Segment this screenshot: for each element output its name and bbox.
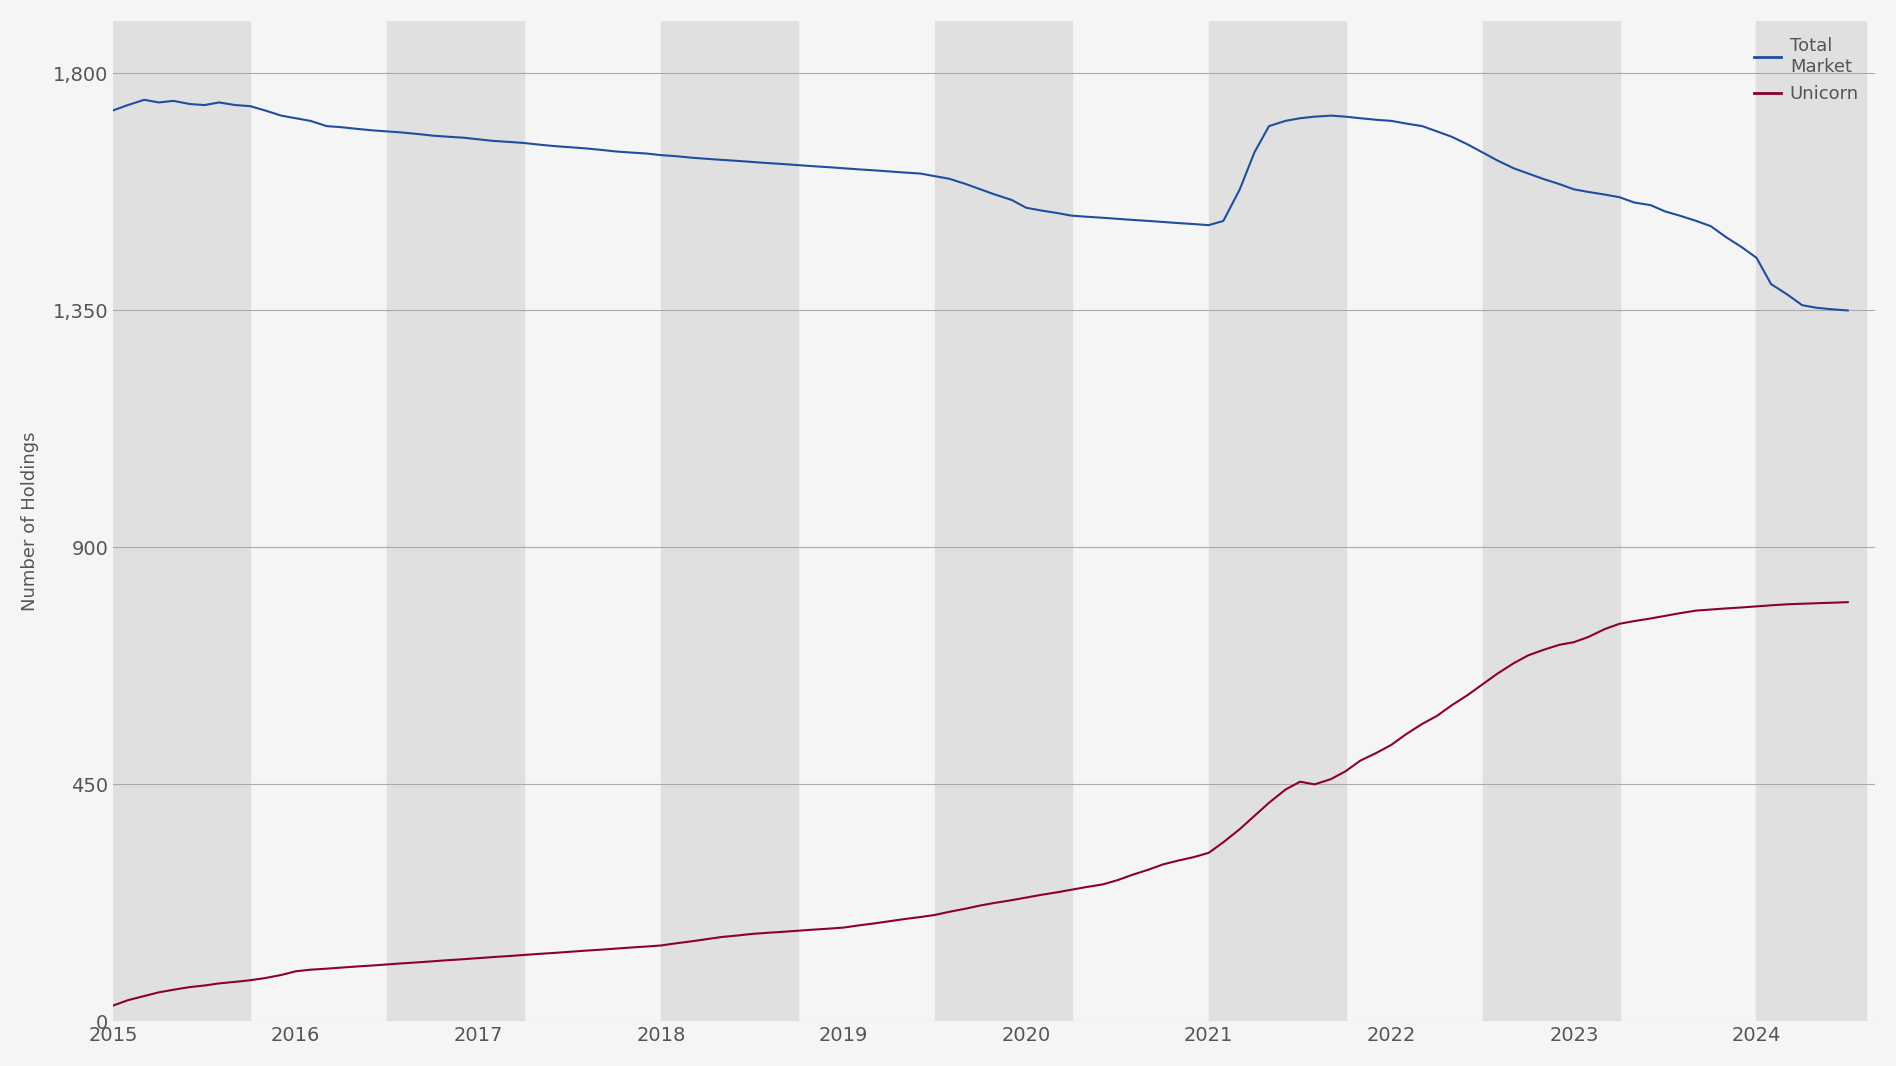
Bar [1483,21,1619,1021]
Bar [1756,21,1866,1021]
Legend: Total
Market, Unicorn: Total Market, Unicorn [1746,30,1866,110]
Bar [387,21,523,1021]
Bar [935,21,1071,1021]
Bar [114,21,250,1021]
Bar [662,21,798,1021]
Bar [1210,21,1346,1021]
Y-axis label: Number of Holdings: Number of Holdings [21,432,38,611]
